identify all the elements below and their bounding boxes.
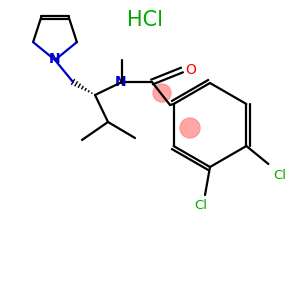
Circle shape (153, 84, 171, 102)
Text: N: N (115, 75, 127, 89)
Circle shape (180, 118, 200, 138)
Text: Cl: Cl (194, 199, 208, 212)
Text: Cl: Cl (273, 169, 286, 182)
Text: O: O (186, 63, 196, 77)
Text: N: N (49, 52, 61, 66)
Text: HCl: HCl (127, 10, 163, 30)
